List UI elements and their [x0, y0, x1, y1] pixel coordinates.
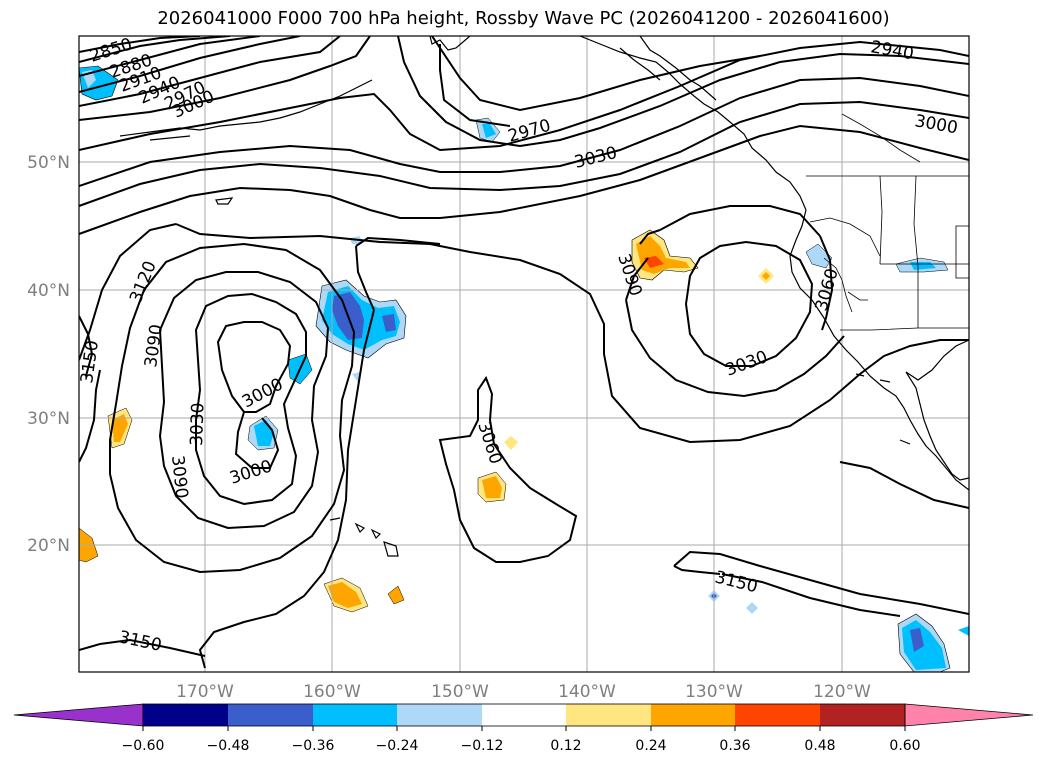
borders: [806, 113, 969, 331]
colorbar-segment: [228, 704, 313, 726]
colorbar-tick-label: −0.24: [376, 738, 419, 754]
colorbar-extend-low: [13, 703, 144, 727]
colorbar-tick-label: 0.36: [719, 738, 750, 754]
lat-label: 20°N: [27, 536, 70, 556]
anomaly-shading: [79, 65, 969, 672]
latitude-labels: 50°N 40°N 30°N 20°N: [27, 153, 70, 556]
height-contours: [79, 36, 969, 669]
longitude-labels: 170°W 160°W 150°W 140°W 130°W 120°W: [176, 682, 871, 702]
contour-label: 3150: [77, 339, 103, 385]
lon-label: 140°W: [558, 682, 616, 702]
colorbar-segment: [143, 704, 228, 726]
colorbar-tick-label: −0.12: [461, 738, 504, 754]
map-title: 2026041000 F000 700 hPa height, Rossby W…: [157, 8, 890, 29]
colorbar-tick-label: −0.48: [207, 738, 250, 754]
colorbar-segment: [735, 704, 820, 726]
lon-label: 160°W: [303, 682, 361, 702]
lon-label: 170°W: [176, 682, 234, 702]
colorbar-tick-label: −0.36: [292, 738, 335, 754]
colorbar-tick-label: 0.48: [804, 738, 835, 754]
colorbar: −0.60 −0.48 −0.36 −0.24 −0.12 0.12 0.24 …: [13, 703, 1034, 754]
lat-label: 30°N: [27, 409, 70, 429]
colorbar-tick-label: −0.60: [122, 738, 165, 754]
colorbar-tick-label: 0.24: [635, 738, 666, 754]
colorbar-tick-label: 0.12: [550, 738, 581, 754]
contour-label: 3030: [187, 402, 208, 446]
graticule: [79, 36, 969, 672]
colorbar-segment: [566, 704, 651, 726]
colorbar-segment: [651, 704, 735, 726]
contour-label: 3090: [167, 454, 191, 499]
lon-label: 130°W: [685, 682, 743, 702]
map-frame: [78, 35, 970, 673]
colorbar-segment: [482, 704, 566, 726]
colorbar-tick-label: 0.60: [889, 738, 920, 754]
colorbar-segment: [397, 704, 482, 726]
lat-label: 40°N: [27, 281, 70, 301]
map-area: 2850 2880 2910 2940 2970 3000 2940 3000 …: [77, 36, 969, 672]
colorbar-segment: [313, 704, 397, 726]
lon-label: 150°W: [431, 682, 489, 702]
colorbar-extend-high: [904, 703, 1034, 727]
colorbar-segment: [820, 704, 905, 726]
lon-label: 120°W: [813, 682, 871, 702]
lat-label: 50°N: [27, 153, 70, 173]
